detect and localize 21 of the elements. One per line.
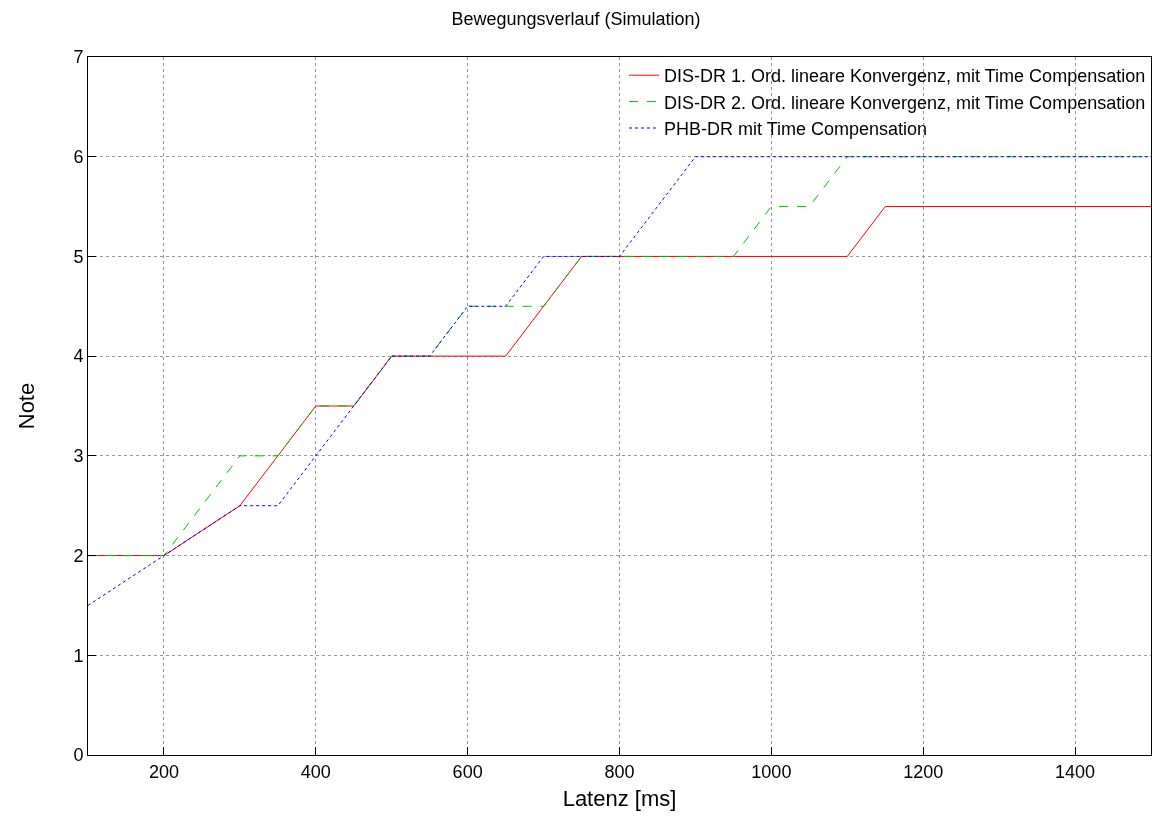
legend-label: PHB-DR mit Time Compensation — [664, 119, 928, 140]
x-tick-label: 200 — [148, 761, 179, 782]
x-tick-label: 800 — [604, 761, 635, 782]
y-tick-label: 3 — [73, 446, 84, 467]
y-tick-label: 5 — [73, 246, 84, 267]
x-tick-label: 1000 — [751, 761, 792, 782]
y-tick-label: 7 — [73, 47, 84, 68]
y-tick-label: 4 — [73, 346, 84, 367]
chart-title: Bewegungsverlauf (Simulation) — [451, 8, 701, 29]
x-tick-label: 1200 — [903, 761, 944, 782]
y-tick-label: 6 — [73, 147, 84, 168]
x-tick-label: 600 — [452, 761, 483, 782]
legend-label: DIS-DR 2. Ord. lineare Konvergenz, mit Time Compensation — [664, 92, 1146, 113]
y-tick-label: 2 — [73, 545, 84, 566]
x-axis-title: Latenz [ms] — [562, 786, 677, 812]
x-tick-label: 400 — [300, 761, 331, 782]
y-tick-label: 0 — [73, 745, 84, 766]
x-tick-label: 1400 — [1055, 761, 1096, 782]
y-axis-title: Note — [14, 382, 39, 430]
y-tick-label: 1 — [73, 645, 84, 666]
legend-label: DIS-DR 1. Ord. lineare Konvergenz, mit Time Compensation — [664, 66, 1146, 87]
